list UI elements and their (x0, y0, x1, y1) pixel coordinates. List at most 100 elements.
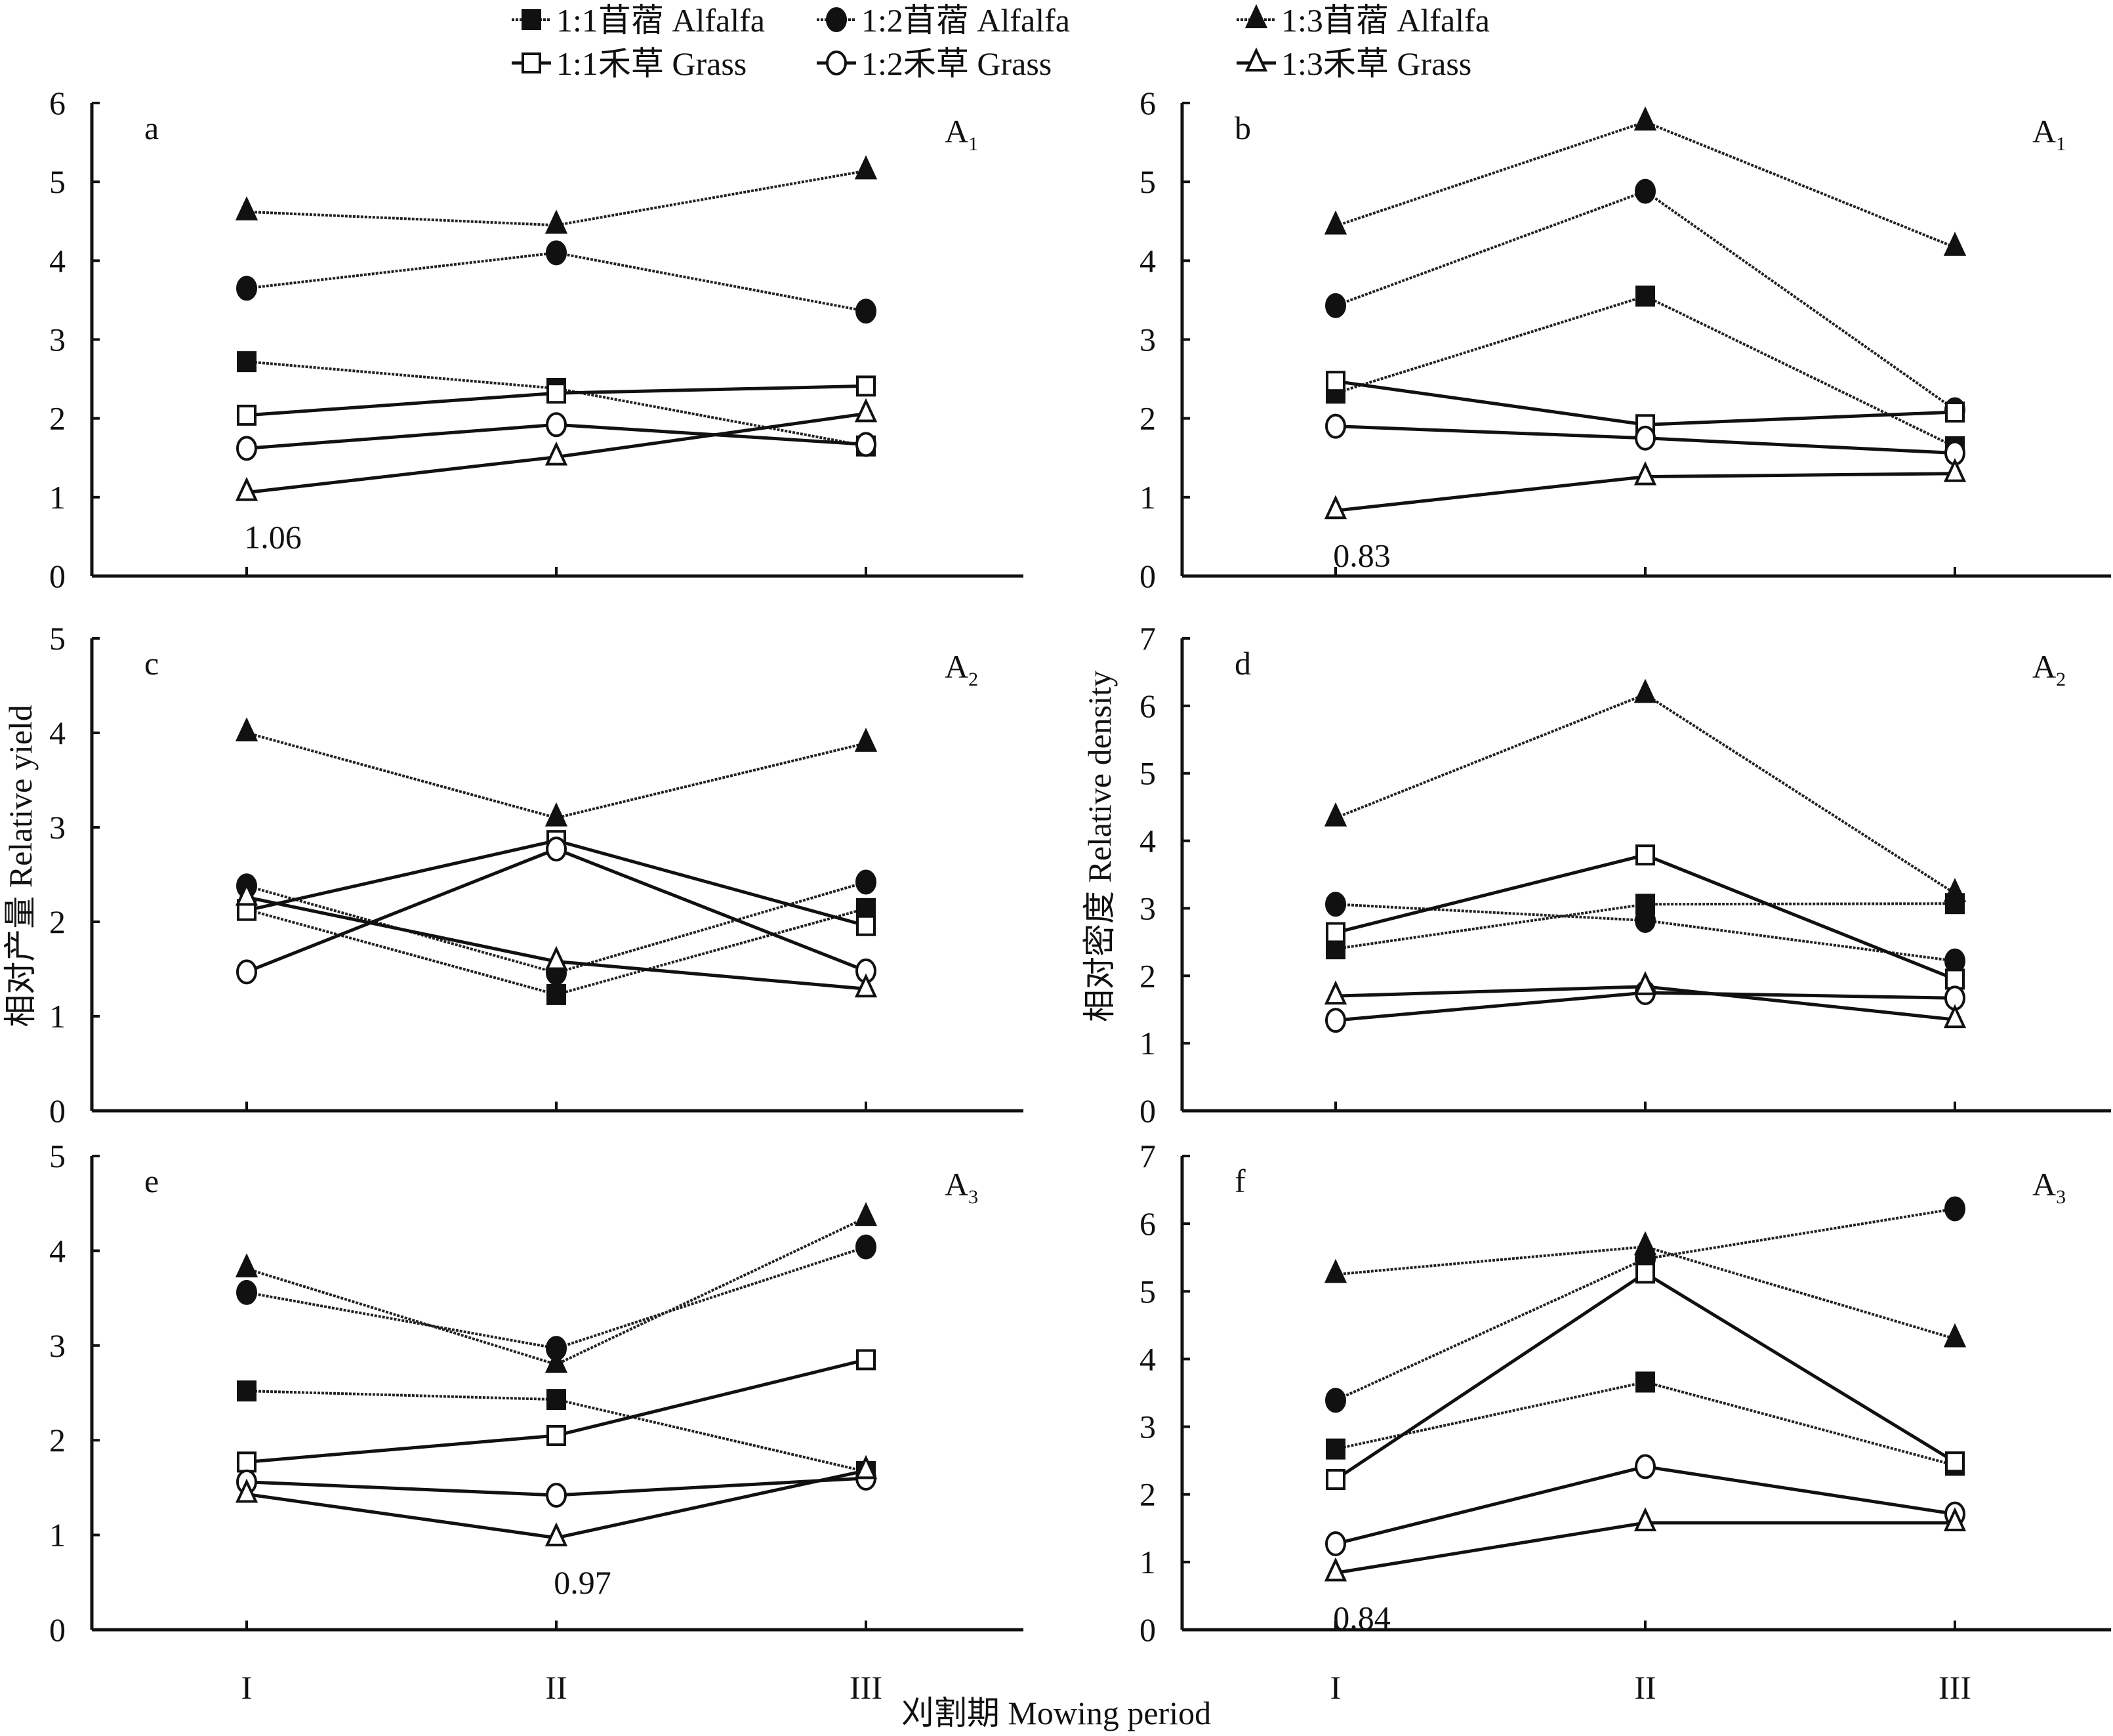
data-point-filled-circle (546, 240, 567, 266)
x-tick-label: I (1330, 1669, 1342, 1706)
data-point-filled-circle (855, 299, 876, 324)
x-tick-label: III (1939, 1669, 1971, 1706)
data-point-open-triangle (1324, 1557, 1347, 1582)
series-1-1-grass (237, 1349, 876, 1473)
treatment-letter: A (945, 1166, 968, 1203)
legend-label: 1:1苜蓿 Alfalfa (556, 2, 765, 39)
data-point-open-triangle (854, 398, 878, 423)
data-point-open-triangle (1633, 461, 1657, 486)
x-tick-label: I (241, 1669, 253, 1706)
series-line (1335, 693, 1956, 895)
treatment-label: A3 (945, 1166, 978, 1208)
y-tick-label: 7 (1139, 1138, 1156, 1174)
data-point-filled-triangle (1943, 1323, 1967, 1348)
data-point-filled-triangle (235, 196, 258, 220)
data-point-open-triangle (544, 441, 568, 466)
data-point-open-square (1635, 1262, 1655, 1284)
data-point-open-circle (546, 412, 567, 438)
treatment-subscript: 3 (968, 1186, 978, 1208)
series-1-2-alfalfa (1325, 892, 1965, 974)
data-point-open-circle (546, 1482, 567, 1508)
data-point-filled-triangle (854, 728, 878, 752)
data-point-filled-triangle (1633, 106, 1657, 131)
x-tick-label: III (850, 1669, 882, 1706)
y-tick-label: 3 (49, 809, 66, 846)
series-1-3-grass (235, 1455, 878, 1546)
data-point-open-square (546, 1424, 566, 1446)
data-point-filled-triangle (1324, 210, 1347, 235)
treatment-label: A2 (945, 648, 978, 690)
y-axis-title-relative-yield: 相对产量 Relative yield (2, 705, 39, 1027)
y-tick-label: 0 (1139, 1092, 1156, 1129)
series-1-3-alfalfa (1324, 678, 1967, 902)
legend-label: 1:3禾草 Grass (1281, 45, 1471, 82)
series-1-2-alfalfa (236, 240, 876, 324)
y-tick-label: 4 (1139, 1340, 1156, 1377)
series-1-3-alfalfa (235, 155, 878, 234)
data-point-filled-triangle (235, 717, 258, 741)
y-tick-label: 6 (1139, 1205, 1156, 1242)
y-tick-label: 4 (49, 714, 66, 751)
data-point-open-triangle (1324, 980, 1347, 1005)
data-point-filled-circle (855, 1234, 876, 1260)
data-point-filled-triangle (1633, 1231, 1657, 1256)
series-line (246, 880, 867, 974)
y-tick-label: 3 (1139, 890, 1156, 926)
y-tick-label: 2 (1139, 400, 1156, 437)
y-tick-label: 2 (1139, 957, 1156, 994)
y-tick-label: 3 (1139, 321, 1156, 358)
treatment-letter: A (2032, 113, 2056, 150)
data-point-filled-circle (1325, 293, 1346, 318)
series-1-3-grass (1324, 458, 1967, 520)
data-point-open-triangle (854, 1455, 878, 1479)
y-tick-label: 5 (1139, 1273, 1156, 1310)
series-1-2-alfalfa (236, 1234, 876, 1361)
data-point-filled-square (1635, 1371, 1655, 1393)
legend-item-1-1-grass: 1:1禾草 Grass (512, 45, 747, 82)
legend-label: 1:2苜蓿 Alfalfa (861, 2, 1070, 39)
y-tick-label: 3 (49, 321, 66, 358)
data-point-filled-square (856, 898, 876, 919)
data-point-open-square (856, 375, 876, 397)
data-point-filled-circle (1325, 892, 1346, 917)
y-tick-label: 4 (49, 242, 66, 279)
series-1-3-alfalfa (235, 1202, 878, 1373)
data-point-filled-triangle (1633, 678, 1657, 703)
series-1-1-grass (1326, 371, 1965, 436)
series-1-3-grass (1324, 1507, 1967, 1582)
y-tick-label: 2 (1139, 1476, 1156, 1513)
panel-letter: b (1235, 110, 1251, 146)
series-1-1-grass (237, 375, 876, 426)
treatment-subscript: 1 (2056, 133, 2066, 155)
data-point-open-triangle (1943, 458, 1967, 482)
series-1-2-grass (236, 837, 876, 985)
y-tick-label: 5 (1139, 163, 1156, 200)
treatment-subscript: 2 (968, 669, 978, 690)
legend: 1:1苜蓿 Alfalfa 1:2苜蓿 Alfalfa 1:3苜蓿 Alfalfa 1… (512, 2, 1490, 82)
data-point-open-square (1326, 371, 1345, 392)
y-tick-label: 2 (49, 903, 66, 940)
data-point-filled-triangle (1324, 802, 1347, 827)
data-point-open-triangle (1943, 1004, 1967, 1029)
legend-marker-filled-square (522, 9, 541, 30)
series-line (1335, 190, 1956, 411)
y-tick-label: 6 (1139, 688, 1156, 724)
panel-letter: a (144, 110, 159, 146)
series-line (1335, 903, 1956, 962)
data-point-filled-square (1326, 1438, 1345, 1460)
data-point-filled-triangle (544, 209, 568, 234)
data-point-filled-circle (1944, 1196, 1965, 1222)
data-point-filled-square (237, 351, 256, 373)
data-point-open-circle (236, 436, 257, 461)
min-value-annotation: 0.84 (1333, 1599, 1391, 1636)
legend-item-1-3-grass: 1:3禾草 Grass (1237, 45, 1471, 82)
min-value-annotation: 1.06 (244, 519, 302, 556)
y-tick-label: 0 (49, 558, 66, 594)
series-line (246, 1358, 867, 1464)
legend-item-1-1-alfalfa: 1:1苜蓿 Alfalfa (512, 2, 765, 39)
y-tick-label: 4 (1139, 242, 1156, 279)
treatment-letter: A (945, 648, 968, 685)
